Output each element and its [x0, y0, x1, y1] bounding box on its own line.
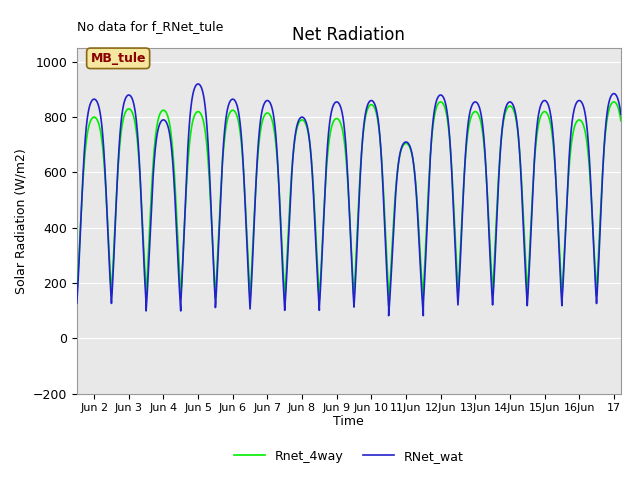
Title: Net Radiation: Net Radiation — [292, 25, 405, 44]
Text: No data for f_RNet_tule: No data for f_RNet_tule — [77, 20, 223, 33]
RNet_wat — [627, 300, 635, 306]
Y-axis label: Solar Radiation (W/m2): Solar Radiation (W/m2) — [14, 148, 27, 294]
Line: Rnet_4way: Rnet_4way — [77, 102, 631, 305]
Legend: Rnet_4way, RNet_wat: Rnet_4way, RNet_wat — [229, 445, 468, 468]
Rnet_4way — [627, 288, 635, 294]
RNet_wat — [274, 158, 282, 164]
RNet_wat — [194, 81, 202, 87]
Text: MB_tule: MB_tule — [90, 52, 146, 65]
Rnet_4way — [274, 161, 282, 167]
Rnet_4way — [484, 202, 492, 207]
RNet_wat — [401, 139, 409, 145]
Line: RNet_wat: RNet_wat — [77, 84, 631, 316]
RNet_wat — [484, 207, 492, 213]
RNet_wat — [73, 300, 81, 306]
Rnet_4way — [401, 141, 409, 146]
Rnet_4way — [425, 174, 433, 180]
X-axis label: Time: Time — [333, 415, 364, 428]
RNet_wat — [514, 124, 522, 130]
Rnet_4way — [101, 169, 109, 175]
Rnet_4way — [73, 292, 81, 298]
RNet_wat — [385, 313, 392, 319]
Rnet_4way — [385, 302, 392, 308]
Rnet_4way — [514, 127, 522, 132]
RNet_wat — [426, 177, 433, 183]
RNet_wat — [101, 162, 109, 168]
Rnet_4way — [436, 99, 444, 105]
